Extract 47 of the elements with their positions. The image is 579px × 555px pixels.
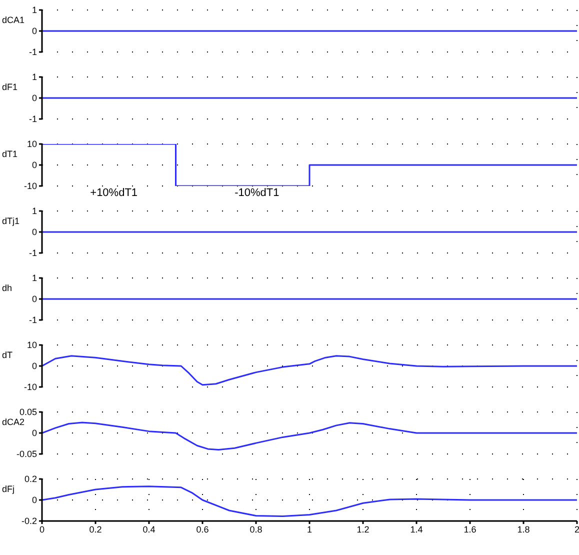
y-axis-title: dF1 — [2, 82, 18, 92]
x-tick-label: 1.2 — [356, 524, 370, 534]
y-tick-label: -0.2 — [21, 516, 37, 526]
text: +10%dT1 — [90, 187, 138, 200]
y-tick-label: 1 — [32, 206, 37, 216]
y-tick-label: 0 — [32, 227, 37, 238]
text: -10%dT1 — [234, 187, 280, 200]
y-axis-title: dh — [2, 283, 12, 293]
x-tick-label: 1 — [306, 524, 312, 534]
x-tick-label: 2 — [574, 524, 579, 534]
y-tick-label: 10 — [26, 340, 37, 350]
y-tick-label: 0 — [32, 495, 37, 506]
x-tick-label: 1.6 — [464, 524, 476, 534]
y-axis-title: dT — [2, 350, 13, 360]
y-tick-label: 0 — [32, 294, 37, 304]
y-tick-label: -1 — [28, 248, 37, 258]
y-tick-label: 0.2 — [24, 474, 37, 484]
y-tick-label: 0 — [32, 26, 37, 36]
y-axis-title: dTj1 — [2, 216, 20, 226]
y-axis-title: dFj — [2, 484, 15, 494]
y-axis-title: dCA1 — [2, 15, 25, 25]
y-tick-label: 0 — [32, 361, 37, 372]
x-tick-label: 1.4 — [410, 524, 423, 534]
x-tick-label: 0.8 — [250, 524, 262, 534]
x-tick-label: 0.4 — [142, 524, 156, 534]
x-tick-label: 0.2 — [89, 524, 102, 534]
y-tick-label: -1 — [28, 315, 37, 326]
line-series — [42, 422, 577, 451]
x-tick-label: 0.6 — [196, 524, 209, 534]
y-tick-label: 1 — [32, 5, 37, 16]
y-tick-label: 0 — [32, 428, 37, 438]
x-tick-label: 1.8 — [517, 524, 530, 534]
y-tick-label: 10 — [26, 139, 37, 150]
line-series — [42, 486, 577, 518]
y-tick-label: 1 — [32, 72, 37, 82]
y-tick-label: 0 — [32, 93, 37, 104]
y-tick-label: 1 — [32, 273, 37, 284]
y-tick-label: -0.05 — [16, 449, 37, 460]
y-tick-label: -10 — [24, 181, 37, 192]
y-tick-label: -10 — [24, 382, 37, 392]
y-tick-label: -1 — [28, 47, 37, 58]
y-tick-label: -1 — [28, 114, 37, 124]
x-tick-label: 0 — [39, 524, 45, 534]
y-tick-label: 0 — [32, 160, 37, 170]
y-axis-title: dT1 — [2, 149, 18, 159]
y-tick-label: 0.05 — [19, 407, 37, 418]
y-axis-title: dCA2 — [2, 417, 25, 427]
